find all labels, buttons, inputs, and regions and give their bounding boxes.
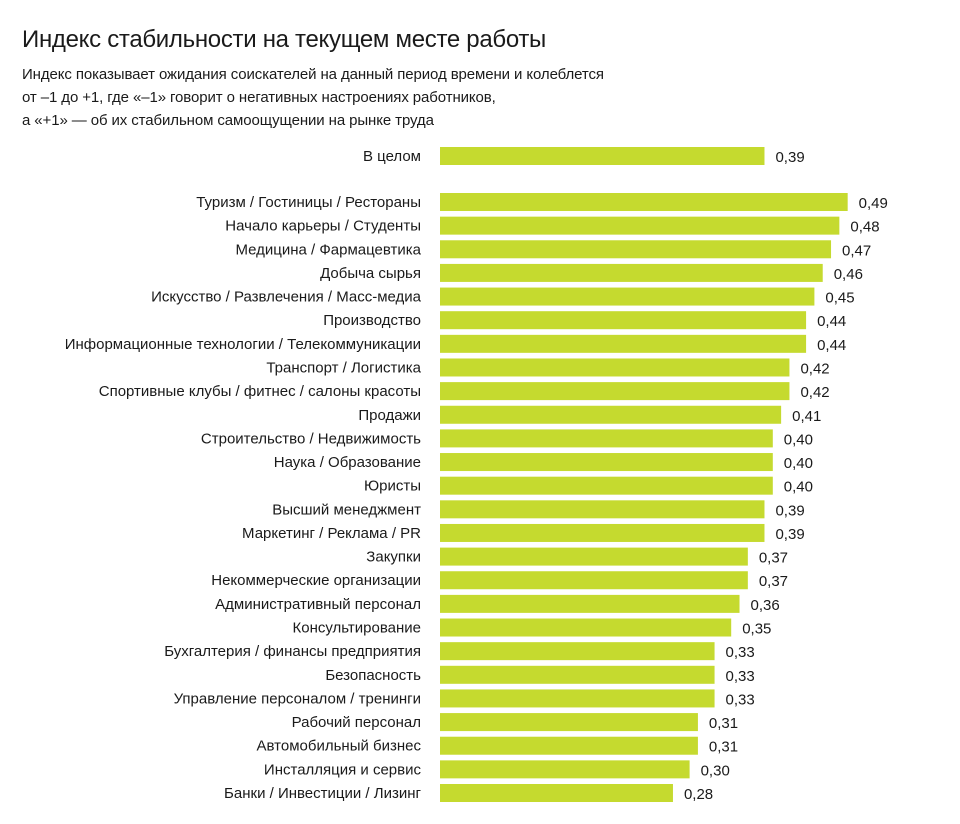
- bar-21: [440, 665, 715, 684]
- value-label-4: 0,46: [834, 266, 863, 283]
- category-label-14: Высший менеджмент: [272, 501, 421, 518]
- value-label-5: 0,45: [825, 290, 854, 307]
- category-label-24: Автомобильный бизнес: [257, 738, 422, 755]
- bar-9: [440, 382, 790, 401]
- value-label-1: 0,49: [859, 195, 888, 212]
- chart-subtitle-line-2: от –1 до +1, где «–1» говорит о негативн…: [22, 89, 496, 106]
- chart-title: Индекс стабильности на текущем месте раб…: [22, 26, 546, 53]
- bar-13: [440, 476, 773, 495]
- category-label-19: Консультирование: [292, 620, 421, 637]
- category-label-6: Производство: [323, 312, 421, 329]
- value-label-10: 0,41: [792, 408, 821, 425]
- bar-5: [440, 287, 815, 306]
- category-label-overall: В целом: [363, 148, 421, 165]
- category-label-8: Транспорт / Логистика: [266, 359, 421, 376]
- value-label-12: 0,40: [784, 455, 813, 472]
- value-label-25: 0,30: [701, 762, 730, 779]
- value-label-21: 0,33: [726, 668, 755, 685]
- category-label-26: Банки / Инвестиции / Лизинг: [224, 785, 421, 802]
- bar-25: [440, 760, 690, 779]
- value-label-7: 0,44: [817, 337, 846, 354]
- category-label-12: Наука / Образование: [274, 454, 421, 471]
- category-label-4: Добыча сырья: [320, 265, 421, 282]
- bar-3: [440, 240, 832, 259]
- bar-4: [440, 263, 823, 282]
- category-label-3: Медицина / Фармацевтика: [235, 241, 421, 258]
- bar-20: [440, 642, 715, 661]
- chart-subtitle-line-3: а «+1» — об их стабильном самоощущении н…: [22, 112, 434, 129]
- bar-11: [440, 429, 773, 448]
- value-label-11: 0,40: [784, 431, 813, 448]
- chart-subtitle-line-1: Индекс показывает ожидания соискателей н…: [22, 66, 604, 83]
- value-label-20: 0,33: [726, 644, 755, 661]
- bar-24: [440, 736, 698, 755]
- category-label-13: Юристы: [364, 478, 421, 495]
- value-label-13: 0,40: [784, 479, 813, 496]
- category-label-23: Рабочий персонал: [292, 714, 421, 731]
- bar-16: [440, 547, 748, 566]
- bar-18: [440, 594, 740, 613]
- category-label-16: Закупки: [366, 549, 421, 566]
- value-label-16: 0,37: [759, 550, 788, 567]
- value-label-14: 0,39: [775, 502, 804, 519]
- value-label-19: 0,35: [742, 621, 771, 638]
- category-label-25: Инсталляция и сервис: [264, 761, 422, 778]
- category-label-18: Административный персонал: [215, 596, 421, 613]
- bar-17: [440, 571, 748, 590]
- bar-19: [440, 618, 732, 637]
- bar-overall: [440, 147, 765, 165]
- category-label-22: Управление персоналом / тренинги: [174, 690, 421, 707]
- bar-22: [440, 689, 715, 708]
- category-label-20: Бухгалтерия / финансы предприятия: [164, 643, 421, 660]
- bar-8: [440, 358, 790, 377]
- bar-15: [440, 523, 765, 542]
- value-label-6: 0,44: [817, 313, 846, 330]
- bar-10: [440, 405, 782, 424]
- category-label-5: Искусство / Развлечения / Масс-медиа: [151, 289, 422, 306]
- value-label-24: 0,31: [709, 739, 738, 756]
- bar-26: [440, 784, 673, 802]
- category-label-9: Спортивные клубы / фитнес / салоны красо…: [99, 383, 421, 400]
- value-label-9: 0,42: [800, 384, 829, 401]
- bar-12: [440, 453, 773, 472]
- value-label-22: 0,33: [726, 691, 755, 708]
- value-label-overall: 0,39: [775, 149, 804, 166]
- bar-23: [440, 713, 698, 732]
- bar-14: [440, 500, 765, 519]
- category-label-11: Строительство / Недвижимость: [201, 430, 421, 447]
- value-label-23: 0,31: [709, 715, 738, 732]
- category-label-1: Туризм / Гостиницы / Рестораны: [196, 194, 421, 211]
- value-label-3: 0,47: [842, 242, 871, 259]
- category-label-10: Продажи: [358, 407, 421, 424]
- category-label-2: Начало карьеры / Студенты: [225, 218, 421, 235]
- value-label-2: 0,48: [850, 219, 879, 236]
- bar-6: [440, 311, 807, 330]
- value-label-26: 0,28: [684, 786, 713, 803]
- value-label-8: 0,42: [800, 360, 829, 377]
- category-label-7: Информационные технологии / Телекоммуник…: [65, 336, 421, 353]
- category-label-21: Безопасность: [325, 667, 421, 684]
- category-label-15: Маркетинг / Реклама / PR: [242, 525, 421, 542]
- bar-1: [440, 193, 848, 211]
- bar-7: [440, 334, 807, 353]
- category-label-17: Некоммерческие организации: [211, 572, 421, 589]
- value-label-18: 0,36: [751, 597, 780, 614]
- bar-2: [440, 216, 840, 235]
- value-label-17: 0,37: [759, 573, 788, 590]
- value-label-15: 0,39: [775, 526, 804, 543]
